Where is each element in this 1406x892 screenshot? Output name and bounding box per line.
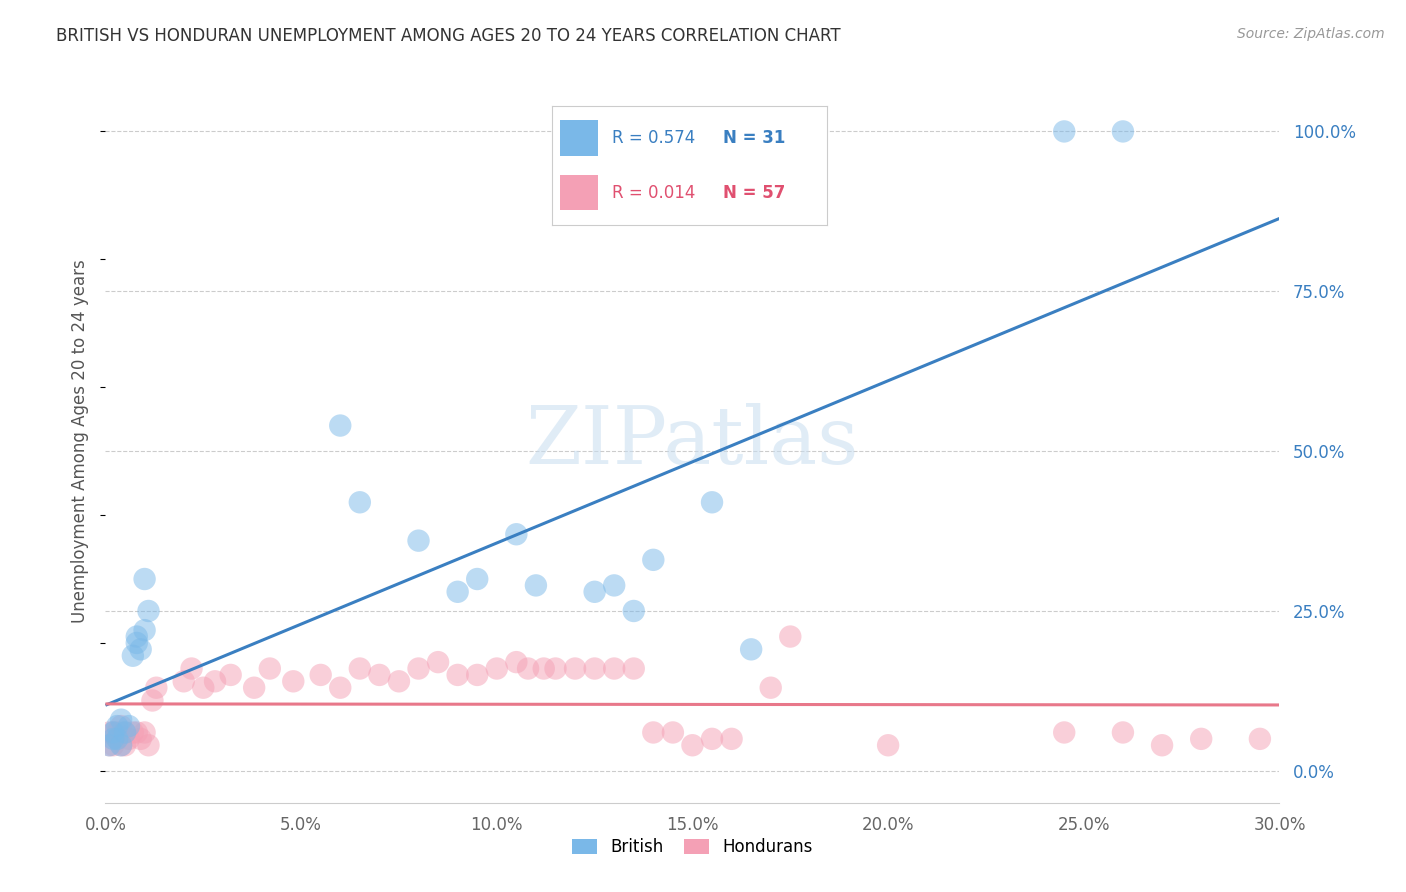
Point [524, 578, 547, 592]
Point [564, 661, 586, 675]
Point [662, 725, 685, 739]
Point [121, 725, 143, 739]
Text: Source: ZipAtlas.com: Source: ZipAtlas.com [1237, 27, 1385, 41]
Point [447, 584, 470, 599]
Point [114, 725, 136, 739]
Point [740, 642, 762, 657]
Point [125, 725, 148, 739]
Point [110, 719, 132, 733]
Point [125, 636, 148, 650]
Point [329, 681, 352, 695]
Point [283, 674, 305, 689]
Point [408, 661, 430, 675]
Point [700, 495, 723, 509]
Point [759, 681, 782, 695]
Point [134, 725, 156, 739]
Point [110, 738, 132, 752]
Point [118, 731, 141, 746]
Point [583, 661, 606, 675]
Point [583, 584, 606, 599]
Point [103, 731, 125, 746]
Point [129, 731, 152, 746]
Point [204, 674, 226, 689]
Point [173, 674, 195, 689]
Point [408, 533, 430, 548]
Point [259, 661, 281, 675]
Point [623, 604, 645, 618]
Point [465, 572, 488, 586]
Point [388, 674, 411, 689]
Y-axis label: Unemployment Among Ages 20 to 24 years: Unemployment Among Ages 20 to 24 years [72, 260, 90, 624]
Point [105, 725, 128, 739]
Point [145, 681, 167, 695]
Point [1112, 124, 1135, 138]
Point [505, 527, 527, 541]
Text: ZIPatlas: ZIPatlas [526, 402, 859, 481]
Point [105, 719, 128, 733]
Point [219, 668, 242, 682]
Point [505, 655, 527, 669]
Point [720, 731, 742, 746]
Point [134, 572, 156, 586]
Point [1112, 725, 1135, 739]
Point [125, 630, 148, 644]
Point [110, 713, 132, 727]
Point [1053, 725, 1076, 739]
Point [105, 731, 128, 746]
Point [98, 725, 121, 739]
Point [103, 738, 125, 752]
Point [603, 661, 626, 675]
Point [134, 623, 156, 637]
Point [623, 661, 645, 675]
Point [603, 578, 626, 592]
Point [427, 655, 450, 669]
Point [129, 642, 152, 657]
Point [180, 661, 202, 675]
Point [114, 738, 136, 752]
Point [643, 725, 665, 739]
Point [193, 681, 215, 695]
Point [465, 668, 488, 682]
Point [682, 738, 704, 752]
Point [517, 661, 540, 675]
Point [121, 648, 143, 663]
Point [349, 495, 371, 509]
Point [779, 630, 801, 644]
Point [533, 661, 555, 675]
Point [544, 661, 567, 675]
Point [329, 418, 352, 433]
Point [243, 681, 266, 695]
Point [141, 693, 163, 707]
Legend: British, Hondurans: British, Hondurans [565, 831, 820, 863]
Point [447, 668, 470, 682]
Point [103, 725, 125, 739]
Point [877, 738, 900, 752]
Point [1053, 124, 1076, 138]
Text: BRITISH VS HONDURAN UNEMPLOYMENT AMONG AGES 20 TO 24 YEARS CORRELATION CHART: BRITISH VS HONDURAN UNEMPLOYMENT AMONG A… [56, 27, 841, 45]
Point [98, 738, 121, 752]
Point [1249, 731, 1271, 746]
Point [114, 725, 136, 739]
Point [118, 719, 141, 733]
Point [700, 731, 723, 746]
Point [309, 668, 332, 682]
Point [1152, 738, 1174, 752]
Point [138, 738, 160, 752]
Point [368, 668, 391, 682]
Point [110, 738, 132, 752]
Point [103, 725, 125, 739]
Point [643, 553, 665, 567]
Point [349, 661, 371, 675]
Point [485, 661, 508, 675]
Point [98, 738, 121, 752]
Point [1189, 731, 1212, 746]
Point [138, 604, 160, 618]
Point [105, 731, 128, 746]
